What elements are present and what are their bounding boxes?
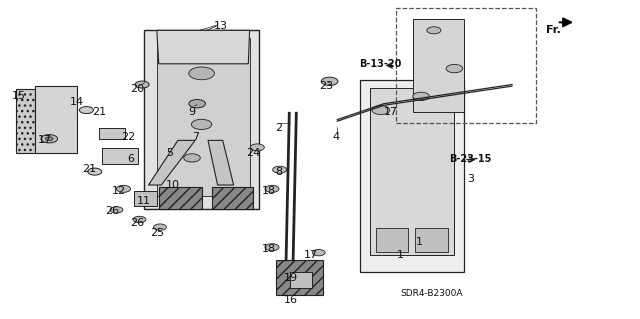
Circle shape [265,244,279,251]
Text: 19: 19 [284,272,298,283]
Circle shape [116,185,131,192]
Text: 25: 25 [150,228,164,238]
Polygon shape [102,148,138,164]
Text: 3: 3 [467,174,474,184]
Circle shape [413,92,429,100]
Text: 11: 11 [137,196,151,206]
Text: 22: 22 [121,132,135,142]
Text: 6: 6 [128,154,134,165]
Polygon shape [99,128,125,139]
Text: 26: 26 [131,218,145,228]
Text: 17: 17 [383,107,397,117]
Text: 10: 10 [166,180,180,190]
Polygon shape [208,140,234,185]
Text: 5: 5 [166,148,173,158]
Text: 1: 1 [397,250,403,260]
Text: 23: 23 [319,81,333,91]
Circle shape [79,107,93,114]
Polygon shape [276,260,323,295]
Polygon shape [157,38,250,196]
Polygon shape [290,272,312,288]
Polygon shape [159,187,202,209]
Polygon shape [16,89,35,153]
Text: 24: 24 [246,148,260,158]
Text: 4: 4 [332,132,340,142]
Text: B-23-15: B-23-15 [449,154,492,165]
Circle shape [427,27,441,34]
Circle shape [273,166,287,173]
Polygon shape [35,86,77,153]
Text: 13: 13 [214,20,228,31]
Text: 7: 7 [191,132,199,142]
Text: 12: 12 [111,186,125,197]
Circle shape [110,207,123,213]
Polygon shape [360,80,464,272]
Circle shape [135,81,149,88]
Text: 20: 20 [131,84,145,94]
Polygon shape [370,88,454,255]
Polygon shape [212,187,253,209]
Circle shape [189,67,214,80]
Circle shape [446,64,463,73]
Text: B-13-20: B-13-20 [360,59,402,69]
Polygon shape [413,19,464,112]
Text: 26: 26 [105,205,119,216]
Text: 8: 8 [275,167,282,177]
Polygon shape [144,30,259,209]
Circle shape [88,168,102,175]
Circle shape [250,144,264,151]
Text: 18: 18 [262,186,276,197]
Text: Fr.: Fr. [546,25,561,35]
Circle shape [154,224,166,230]
Text: 16: 16 [284,295,298,305]
Circle shape [312,249,325,256]
Text: 15: 15 [12,91,26,101]
Text: 18: 18 [262,244,276,254]
Circle shape [321,77,338,85]
Text: 21: 21 [83,164,97,174]
Circle shape [184,154,200,162]
Text: 14: 14 [70,97,84,107]
Polygon shape [415,228,448,252]
Circle shape [191,119,212,130]
Polygon shape [148,140,195,185]
Circle shape [189,100,205,108]
Circle shape [372,106,390,115]
Polygon shape [134,191,157,206]
Text: SDR4-B2300A: SDR4-B2300A [401,289,463,298]
Polygon shape [376,228,408,252]
Circle shape [133,216,146,223]
Circle shape [265,185,279,192]
Text: 9: 9 [188,107,196,117]
Text: 17: 17 [38,135,52,145]
Circle shape [41,135,58,143]
Text: 17: 17 [303,250,317,260]
Text: 1: 1 [416,237,422,248]
Text: 21: 21 [92,107,106,117]
Polygon shape [157,30,250,64]
Circle shape [45,137,53,141]
Text: 2: 2 [275,122,282,133]
